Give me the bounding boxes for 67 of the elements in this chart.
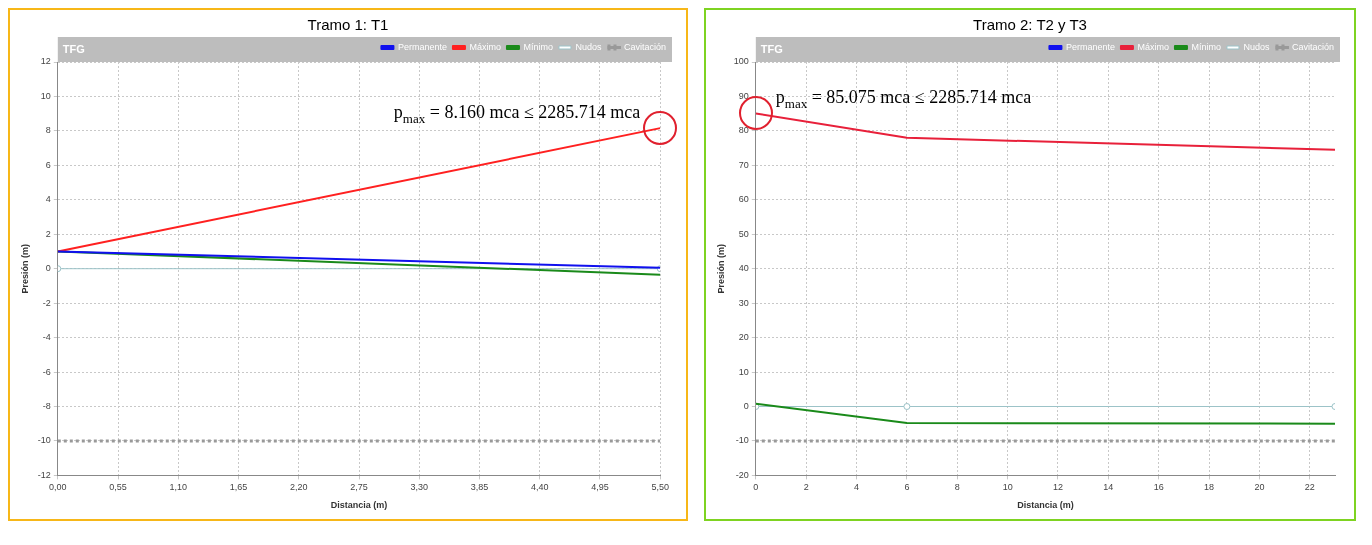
legend-label: Máximo	[1137, 41, 1169, 52]
x-tick-label: 3,85	[470, 482, 489, 493]
x-tick-label: 8	[954, 482, 960, 493]
y-tick-label: 6	[45, 159, 51, 170]
y-axis-title: Presión (m)	[19, 243, 30, 294]
x-tick-label: 0,00	[49, 482, 67, 493]
x-tick-label: 22	[1304, 482, 1315, 493]
y-tick-label: 10	[738, 366, 749, 377]
x-tick-label: 2	[803, 482, 809, 493]
x-tick-label: 4,95	[591, 482, 609, 493]
legend-label: Cavitación	[623, 41, 667, 52]
x-tick-label: 0	[753, 482, 759, 493]
y-tick-label: 4	[45, 194, 51, 205]
chart-subtitle: TFG	[760, 42, 783, 55]
legend-label: Mínimo	[523, 41, 553, 52]
y-tick-label: 40	[738, 263, 749, 274]
y-tick-label: 50	[738, 228, 749, 239]
legend-label: Nudos	[575, 41, 602, 52]
y-tick-label: 70	[738, 159, 749, 170]
y-tick-label: -6	[42, 366, 51, 377]
y-tick-label: 100	[733, 56, 749, 67]
y-tick-label: 0	[45, 263, 51, 274]
x-tick-label: 3,30	[410, 482, 429, 493]
y-tick-label: 30	[738, 297, 749, 308]
x-tick-label: 18	[1204, 482, 1215, 493]
y-tick-label: 10	[40, 90, 51, 101]
y-tick-label: -10	[735, 435, 749, 446]
y-tick-label: -2	[42, 297, 51, 308]
x-tick-label: 4	[854, 482, 860, 493]
x-tick-label: 1,65	[229, 482, 248, 493]
y-tick-label: -20	[735, 469, 749, 480]
y-tick-label: -10	[37, 435, 51, 446]
x-tick-label: 2,20	[290, 482, 308, 493]
y-tick-label: 2	[45, 228, 51, 239]
y-tick-label: 90	[738, 90, 749, 101]
legend-label: Cavitación	[1291, 41, 1335, 52]
x-tick-label: 6	[904, 482, 910, 493]
y-tick-label: 0	[743, 400, 749, 411]
x-tick-label: 10	[1002, 482, 1013, 493]
y-tick-label: 80	[738, 125, 749, 136]
y-tick-label: 12	[40, 56, 51, 67]
chart-subtitle: TFG	[62, 42, 85, 55]
legend-label: Máximo	[469, 41, 501, 52]
y-tick-label: 60	[738, 194, 749, 205]
y-axis-title: Presión (m)	[715, 243, 726, 294]
legend-label: Nudos	[1243, 41, 1270, 52]
legend-label: Permanente	[397, 41, 447, 52]
x-tick-label: 0,55	[109, 482, 127, 493]
x-tick-label: 1,10	[169, 482, 188, 493]
x-tick-label: 12	[1052, 482, 1064, 493]
x-tick-label: 5,50	[651, 482, 670, 493]
legend-label: Mínimo	[1191, 41, 1221, 52]
x-tick-label: 20	[1254, 482, 1265, 493]
y-tick-label: -8	[42, 400, 51, 411]
legend-label: Permanente	[1065, 41, 1115, 52]
x-axis-title: Distancia (m)	[330, 500, 388, 511]
chart-title: Tramo 1: T1	[306, 16, 390, 33]
x-axis-title: Distancia (m)	[1017, 500, 1074, 511]
x-tick-label: 2,75	[350, 482, 368, 493]
chart-title: Tramo 2: T2 y T3	[972, 16, 1088, 33]
x-tick-label: 4,40	[530, 482, 549, 493]
y-tick-label: 8	[45, 125, 51, 136]
y-tick-label: 20	[738, 332, 749, 343]
x-tick-label: 16	[1153, 482, 1164, 493]
y-tick-label: -12	[37, 469, 51, 480]
y-tick-label: -4	[42, 332, 51, 343]
x-tick-label: 14	[1103, 482, 1114, 493]
